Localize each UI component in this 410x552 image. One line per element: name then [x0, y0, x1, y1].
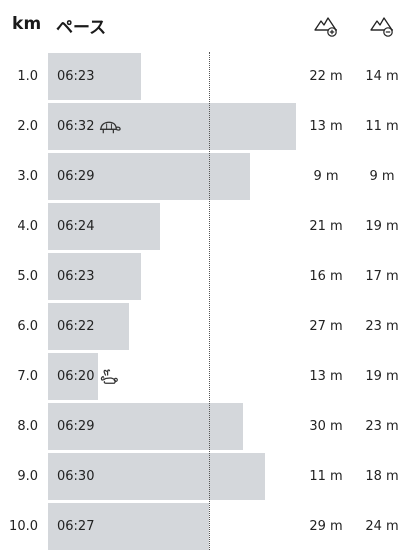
fastest-rabbit-icon [98, 368, 122, 386]
split-km: 1.0 [17, 69, 38, 84]
split-row: 2.0 06:32 13 m 11 m [0, 102, 410, 152]
split-elevation-loss: 14 m [365, 69, 399, 84]
split-km: 2.0 [17, 119, 38, 134]
split-elevation-loss: 19 m [365, 219, 399, 234]
split-km: 3.0 [17, 169, 38, 184]
split-elevation-loss: 17 m [365, 269, 399, 284]
split-row: 10.0 06:27 29 m 24 m [0, 502, 410, 552]
split-km: 10.0 [9, 519, 38, 534]
split-km: 8.0 [17, 419, 38, 434]
split-pace: 06:32 [57, 119, 95, 134]
pace-bar [48, 153, 250, 200]
split-row: 5.0 06:23 16 m 17 m [0, 252, 410, 302]
pace-bar [48, 253, 141, 300]
pace-bar [48, 503, 209, 550]
slowest-turtle-icon [98, 118, 122, 136]
split-pace: 06:24 [57, 219, 95, 234]
split-row: 8.0 06:29 30 m 23 m [0, 402, 410, 452]
split-pace: 06:20 [57, 369, 95, 384]
split-km: 6.0 [17, 319, 38, 334]
split-elevation-loss: 19 m [365, 369, 399, 384]
split-pace: 06:30 [57, 469, 95, 484]
split-elevation-loss: 24 m [365, 519, 399, 534]
pace-bar [48, 453, 265, 500]
split-row: 9.0 06:30 11 m 18 m [0, 452, 410, 502]
elevation-gain-icon [313, 12, 339, 38]
split-elevation-loss: 23 m [365, 319, 399, 334]
split-elevation-gain: 29 m [309, 519, 343, 534]
split-row: 7.0 06:20 13 m 19 m [0, 352, 410, 402]
pace-bar [48, 203, 160, 250]
split-row: 4.0 06:24 21 m 19 m [0, 202, 410, 252]
split-pace: 06:29 [57, 169, 95, 184]
split-km: 4.0 [17, 219, 38, 234]
split-elevation-gain: 22 m [309, 69, 343, 84]
split-elevation-gain: 30 m [309, 419, 343, 434]
split-elevation-gain: 27 m [309, 319, 343, 334]
split-elevation-gain: 9 m [313, 169, 339, 184]
split-elevation-loss: 18 m [365, 469, 399, 484]
split-elevation-gain: 16 m [309, 269, 343, 284]
split-pace: 06:27 [57, 519, 95, 534]
pace-column-header: ペース [56, 18, 107, 38]
km-column-header: km [12, 14, 42, 34]
split-km: 9.0 [17, 469, 38, 484]
split-row: 1.0 06:23 22 m 14 m [0, 52, 410, 102]
split-elevation-gain: 21 m [309, 219, 343, 234]
pace-bar [48, 353, 98, 400]
pace-bar [48, 403, 243, 450]
elevation-loss-icon [369, 12, 395, 38]
average-pace-line [209, 52, 210, 550]
split-elevation-gain: 11 m [309, 469, 343, 484]
split-pace: 06:23 [57, 269, 95, 284]
split-km: 7.0 [17, 369, 38, 384]
split-km: 5.0 [17, 269, 38, 284]
split-elevation-loss: 11 m [365, 119, 399, 134]
split-elevation-loss: 9 m [369, 169, 395, 184]
split-pace: 06:22 [57, 319, 95, 334]
split-elevation-loss: 23 m [365, 419, 399, 434]
split-elevation-gain: 13 m [309, 369, 343, 384]
pace-bar [48, 53, 141, 100]
split-pace: 06:23 [57, 69, 95, 84]
pace-bar [48, 303, 129, 350]
split-row: 6.0 06:22 27 m 23 m [0, 302, 410, 352]
split-elevation-gain: 13 m [309, 119, 343, 134]
pace-bar [48, 103, 296, 150]
split-pace: 06:29 [57, 419, 95, 434]
splits-header: km ペース [0, 0, 410, 52]
split-row: 3.0 06:29 9 m 9 m [0, 152, 410, 202]
